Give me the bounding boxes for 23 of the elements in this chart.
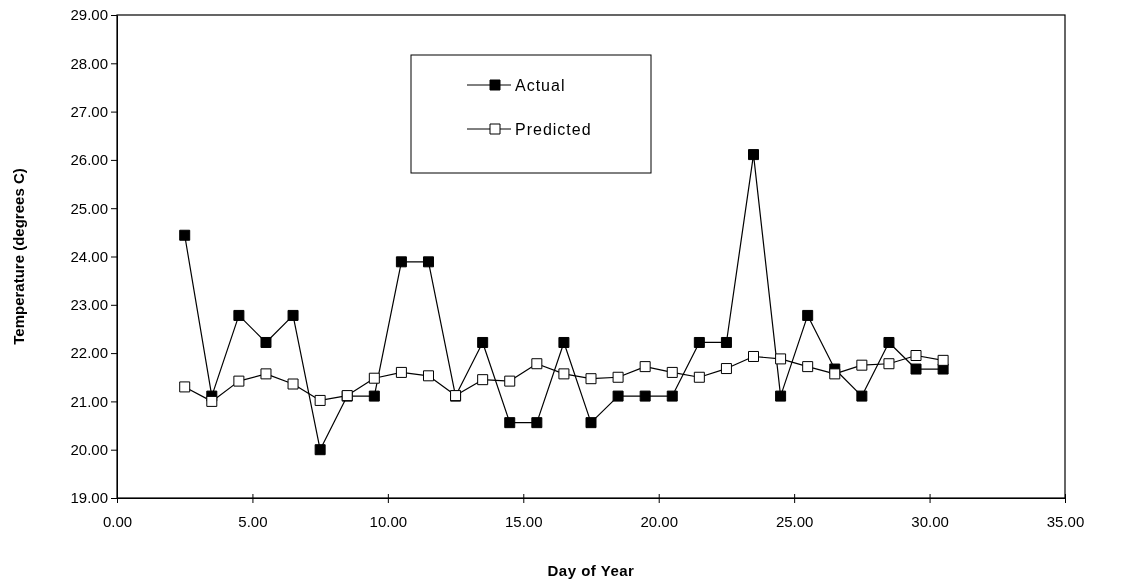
- y-tick-label: 20.00: [70, 441, 108, 458]
- x-tick-label: 25.00: [775, 513, 814, 530]
- x-tick-label: 0.00: [102, 513, 133, 530]
- y-tick-label: 24.00: [70, 247, 108, 265]
- legend-label: Actual: [515, 76, 566, 94]
- legend-label: Predicted: [515, 120, 592, 138]
- y-tick-label: 19.00: [70, 489, 108, 507]
- y-tick-label: 22.00: [70, 344, 108, 362]
- x-tick-label: 30.00: [911, 513, 949, 530]
- x-tick-label: 10.00: [369, 513, 408, 530]
- y-tick-label: 21.00: [70, 392, 108, 410]
- x-tick-label: 5.00: [238, 513, 268, 530]
- x-tick-label: 35.00: [1046, 513, 1085, 530]
- y-axis-title: Temperature (degrees C): [10, 168, 27, 345]
- x-tick-label: 15.00: [505, 513, 543, 530]
- y-tick-label: 27.00: [70, 102, 108, 120]
- y-tick-label: 29.00: [70, 6, 108, 24]
- x-axis-title: Day of Year: [547, 562, 635, 579]
- y-tick-label: 26.00: [70, 151, 108, 169]
- y-tick-label: 23.00: [70, 296, 108, 314]
- y-tick-label: 28.00: [70, 54, 108, 72]
- y-tick-label: 25.00: [70, 199, 108, 217]
- x-tick-label: 20.00: [640, 513, 678, 530]
